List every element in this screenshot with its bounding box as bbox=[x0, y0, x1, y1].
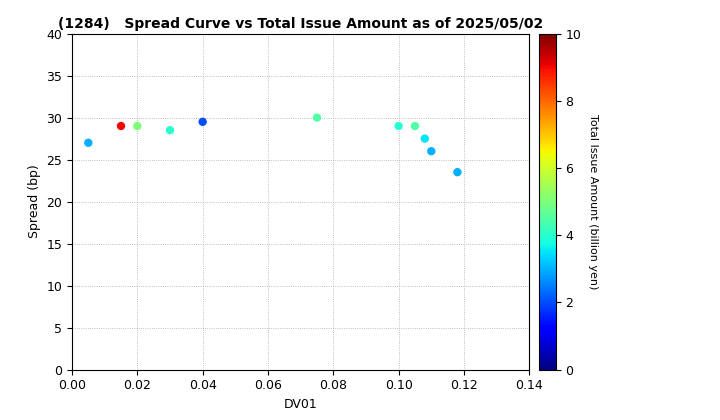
Point bbox=[164, 127, 176, 134]
Point bbox=[197, 118, 208, 125]
Point bbox=[409, 123, 420, 129]
Point bbox=[311, 114, 323, 121]
Y-axis label: Total Issue Amount (billion yen): Total Issue Amount (billion yen) bbox=[588, 114, 598, 289]
Point bbox=[451, 169, 463, 176]
Point bbox=[83, 139, 94, 146]
Point bbox=[419, 135, 431, 142]
Point bbox=[393, 123, 405, 129]
Title: (1284)   Spread Curve vs Total Issue Amount as of 2025/05/02: (1284) Spread Curve vs Total Issue Amoun… bbox=[58, 17, 544, 31]
X-axis label: DV01: DV01 bbox=[284, 398, 318, 411]
Point bbox=[115, 123, 127, 129]
Point bbox=[426, 148, 437, 155]
Y-axis label: Spread (bp): Spread (bp) bbox=[28, 165, 41, 239]
Point bbox=[132, 123, 143, 129]
